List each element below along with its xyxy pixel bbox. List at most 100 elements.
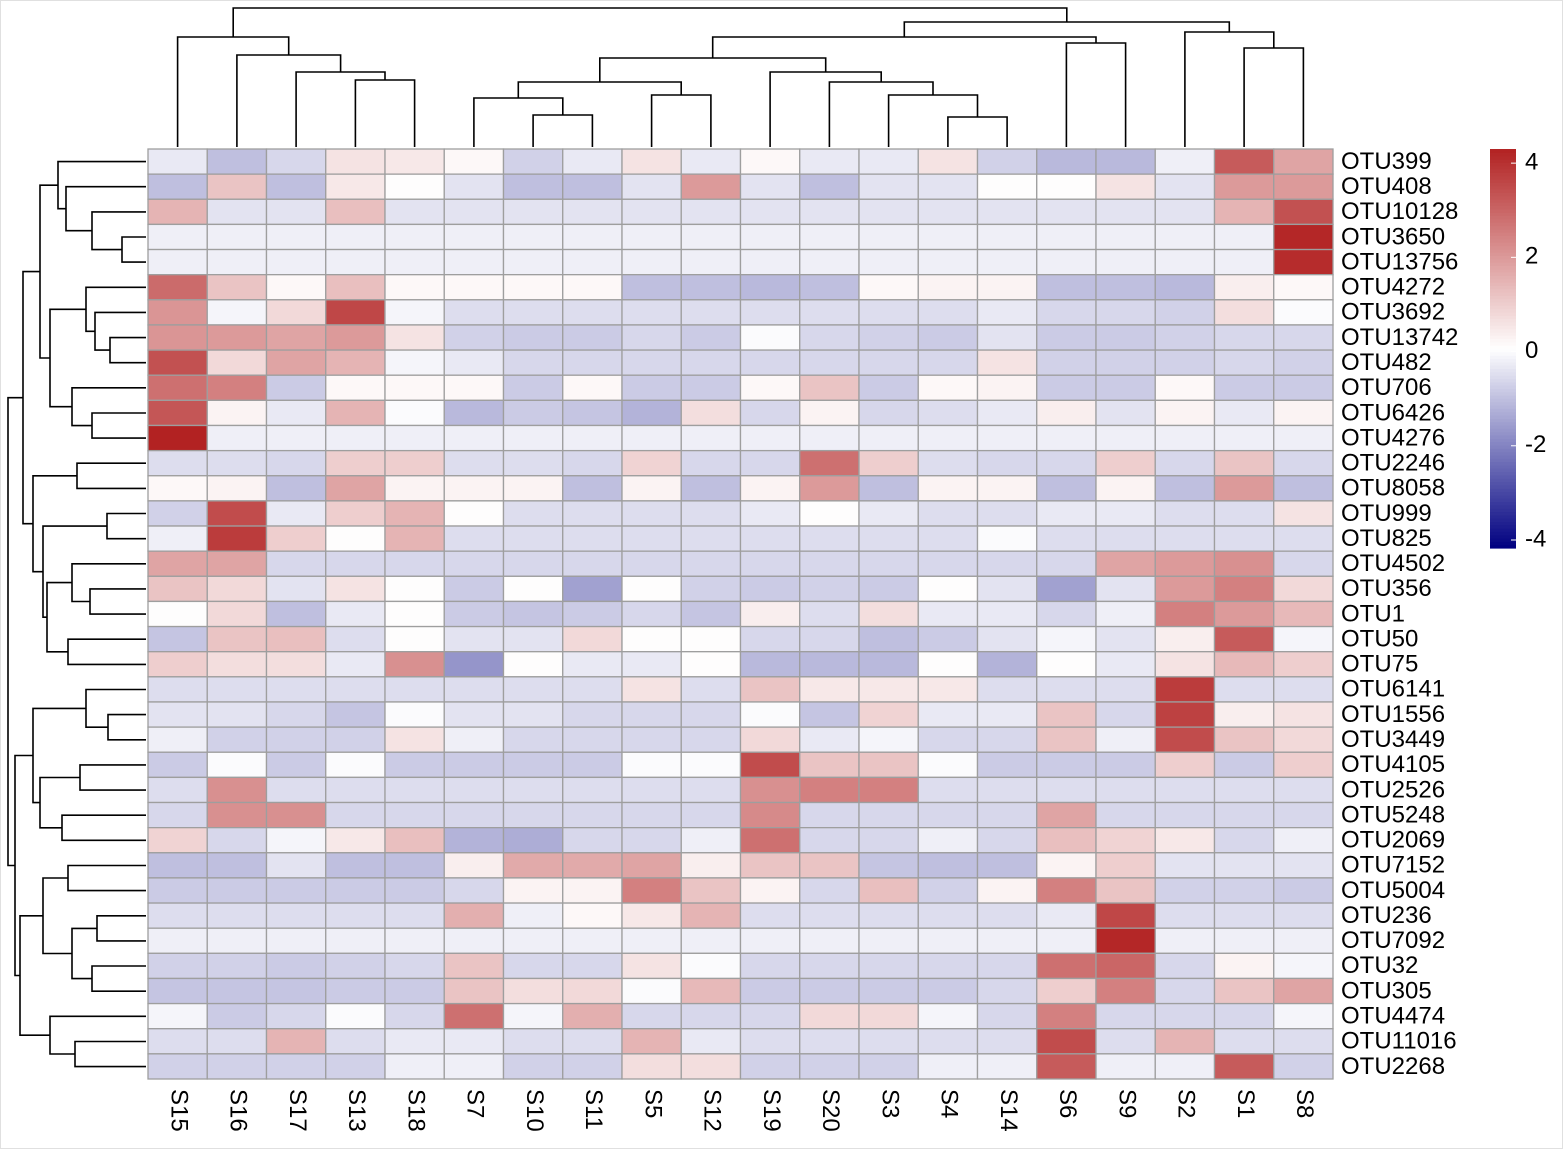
colorbar-slice: [1490, 232, 1516, 237]
heatmap-cell: [739, 801, 801, 829]
heatmap-cell: [384, 324, 445, 351]
heatmap-cell: [502, 927, 564, 954]
heatmap-cell: [502, 625, 564, 653]
heatmap-cell: [1273, 852, 1334, 879]
column-label: S12: [699, 1089, 726, 1132]
heatmap-cell: [680, 701, 742, 728]
heatmap-cell: [1036, 374, 1097, 402]
heatmap-cell: [443, 726, 505, 753]
heatmap-cell: [325, 1028, 386, 1055]
heatmap-cell: [443, 274, 505, 301]
colorbar-slice: [1490, 252, 1516, 256]
heatmap-cell: [1213, 625, 1275, 653]
colorbar-slice: [1490, 278, 1516, 283]
heatmap-cell: [976, 575, 1038, 603]
heatmap-cell: [917, 475, 979, 502]
heatmap-cell: [1273, 424, 1334, 452]
heatmap-cell: [562, 374, 623, 402]
heatmap-cell: [147, 500, 208, 527]
colorbar-tick-label: 2: [1525, 243, 1538, 270]
heatmap-cell: [265, 349, 327, 376]
heatmap-cell: [265, 726, 327, 753]
heatmap-cell: [502, 977, 564, 1005]
heatmap-cell: [443, 826, 505, 854]
heatmap-cell: [147, 902, 208, 929]
heatmap-cell: [1095, 726, 1156, 753]
heatmap-cell: [206, 877, 268, 904]
heatmap-cell: [502, 801, 564, 829]
heatmap-cell: [443, 299, 505, 326]
heatmap-cell: [917, 776, 979, 804]
column-label: S13: [343, 1089, 370, 1132]
heatmap-cell: [680, 1053, 742, 1080]
heatmap-cell: [739, 148, 801, 175]
heatmap-cell: [1273, 399, 1334, 427]
heatmap-cell: [562, 198, 623, 226]
heatmap-cell: [739, 1028, 801, 1055]
heatmap-cell: [562, 324, 623, 351]
heatmap-cell: [858, 223, 919, 251]
heatmap-cell: [384, 826, 445, 854]
heatmap-cell: [917, 1053, 979, 1080]
row-label: OTU32: [1341, 952, 1418, 979]
heatmap-cell: [206, 500, 268, 527]
heatmap-cell: [265, 1028, 327, 1055]
heatmap-cell: [621, 776, 682, 804]
heatmap-cell: [976, 374, 1038, 402]
heatmap-cell: [1273, 374, 1334, 402]
row-label: OTU2526: [1341, 776, 1445, 803]
heatmap-cell: [858, 952, 919, 980]
column-label: S16: [225, 1089, 252, 1132]
heatmap-cell: [858, 299, 919, 326]
heatmap-cell: [1273, 801, 1334, 829]
heatmap-cell: [976, 198, 1038, 226]
heatmap-cell: [799, 600, 860, 628]
heatmap-cell: [1213, 877, 1275, 904]
heatmap-cell: [1154, 299, 1216, 326]
heatmap-cell: [680, 550, 742, 577]
heatmap-cell: [502, 424, 564, 452]
heatmap-cell: [206, 248, 268, 276]
heatmap-cell: [1095, 324, 1156, 351]
heatmap-cell: [799, 902, 860, 929]
heatmap-cell: [917, 701, 979, 728]
column-label: S4: [936, 1089, 963, 1118]
heatmap-cell: [1213, 575, 1275, 603]
heatmap-cell: [1154, 977, 1216, 1005]
heatmap-cell: [325, 676, 386, 703]
heatmap-cell: [858, 500, 919, 527]
heatmap-cell: [1154, 776, 1216, 804]
heatmap-cell: [562, 173, 623, 200]
heatmap-cell: [502, 1002, 564, 1030]
heatmap-cell: [265, 977, 327, 1005]
heatmap-cell: [976, 299, 1038, 326]
column-dendrogram: [176, 7, 1305, 147]
column-label: S11: [580, 1089, 607, 1130]
heatmap-cell: [621, 500, 682, 527]
heatmap-cell: [325, 148, 386, 175]
heatmap-cell: [1213, 449, 1275, 477]
heatmap-cell: [858, 248, 919, 276]
heatmap-cell: [917, 852, 979, 879]
colorbar-slice: [1490, 348, 1516, 353]
heatmap-cell: [265, 751, 327, 779]
heatmap-cell: [443, 173, 505, 200]
heatmap-cell: [680, 349, 742, 376]
heatmap-cell: [1095, 651, 1156, 678]
colorbar-slice: [1490, 188, 1516, 193]
heatmap-cell: [1154, 475, 1216, 502]
heatmap-cell: [739, 852, 801, 879]
heatmap-cell: [502, 651, 564, 678]
heatmap-cell: [680, 902, 742, 929]
heatmap-cell: [1036, 651, 1097, 678]
heatmap-cell: [1095, 399, 1156, 427]
heatmap-cell: [799, 776, 860, 804]
heatmap-cell: [384, 877, 445, 904]
column-label: S3: [876, 1089, 903, 1118]
colorbar-slice: [1490, 185, 1516, 190]
heatmap-cell: [562, 751, 623, 779]
heatmap-cell: [562, 550, 623, 577]
colorbar-slice: [1490, 385, 1516, 389]
row-label: OTU706: [1341, 374, 1432, 401]
heatmap-cell: [976, 701, 1038, 728]
